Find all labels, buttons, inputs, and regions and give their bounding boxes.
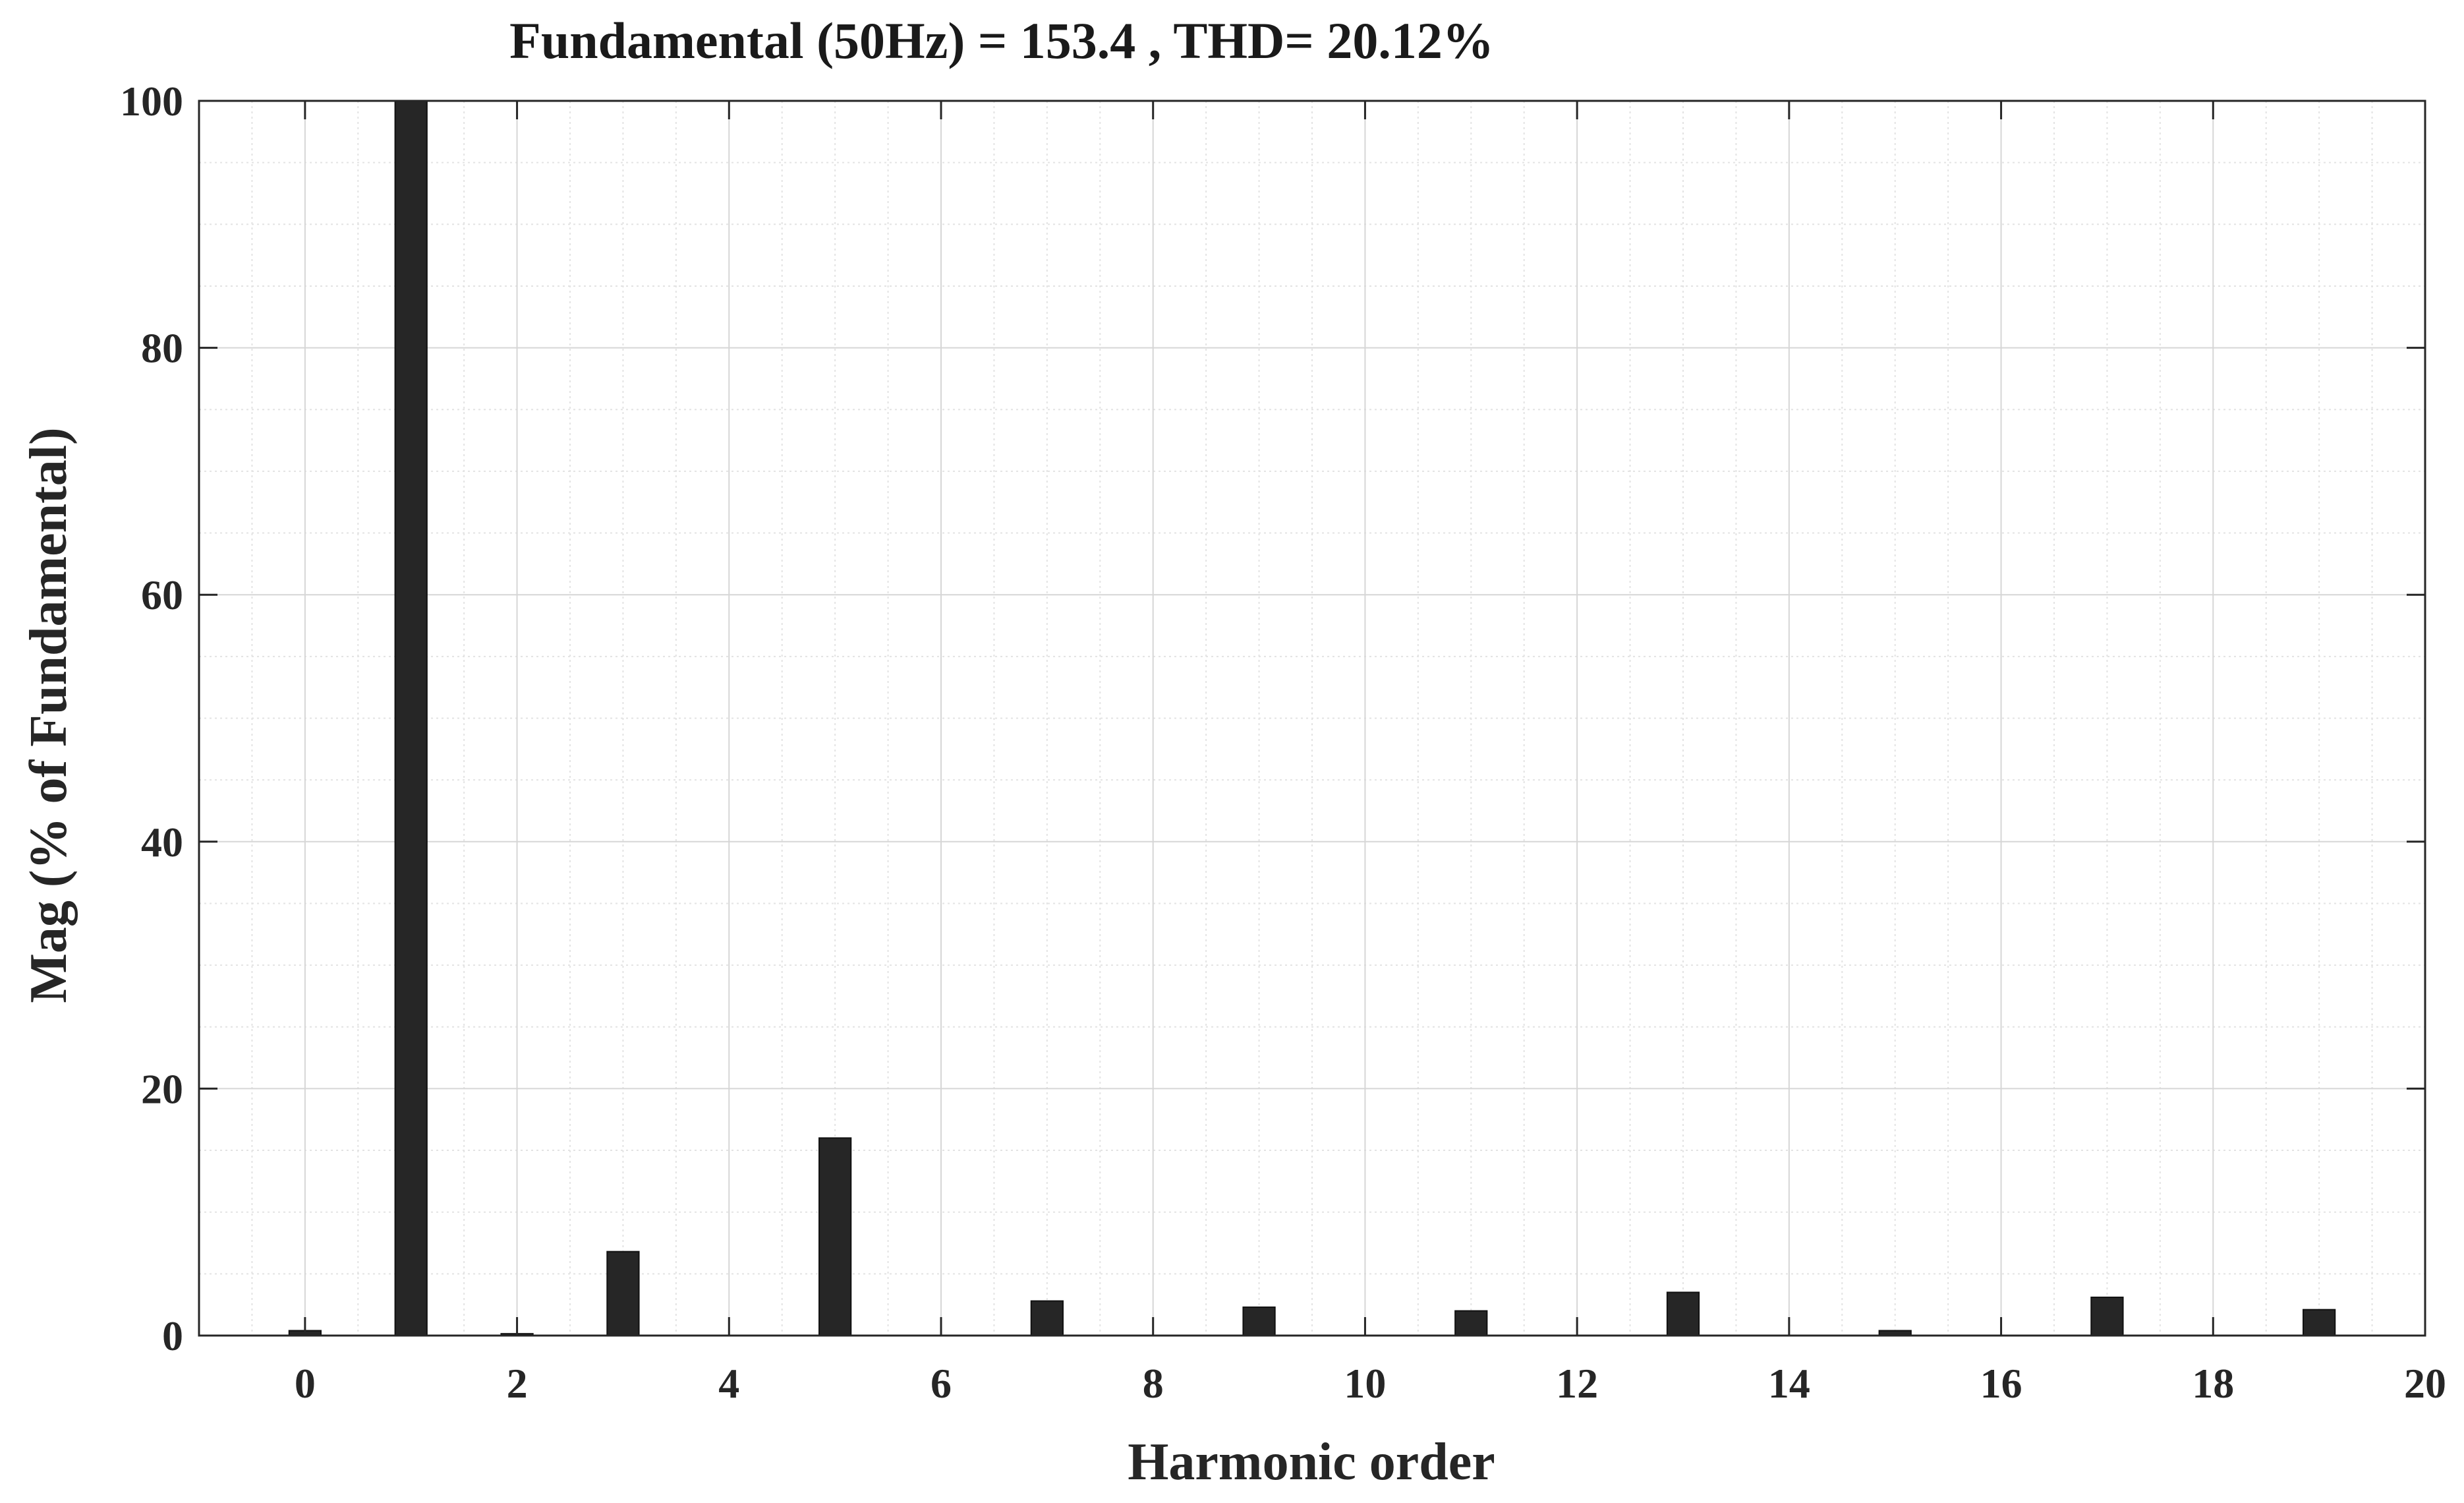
y-axis-label: Mag (% of Fundamental): [20, 427, 78, 1003]
bar-harmonic-7: [1030, 1300, 1064, 1337]
x-tick-label: 14: [1768, 1360, 1810, 1407]
x-tick-label: 18: [2192, 1360, 2234, 1407]
y-tick-label: 0: [162, 1312, 183, 1359]
y-tick-label: 100: [120, 78, 183, 125]
chart-title: Fundamental (50Hz) = 153.4 , THD= 20.12%: [509, 12, 1494, 69]
bar-harmonic-17: [2090, 1296, 2124, 1337]
y-tick-label: 20: [141, 1065, 183, 1112]
x-tick-label: 16: [1980, 1360, 2022, 1407]
x-tick-label: 0: [295, 1360, 316, 1407]
bar-harmonic-3: [606, 1251, 640, 1336]
bar-harmonic-1: [394, 100, 428, 1336]
bar-series: [288, 100, 2336, 1337]
x-axis-label: Harmonic order: [1128, 1433, 1495, 1491]
y-tick-labels: 0 20 40 60 80 100: [120, 78, 183, 1359]
bar-harmonic-13: [1666, 1291, 1700, 1336]
x-tick-label: 12: [1556, 1360, 1598, 1407]
bar-harmonic-19: [2303, 1309, 2336, 1336]
y-tick-label: 60: [141, 572, 183, 618]
bar-harmonic-11: [1454, 1310, 1488, 1337]
x-tick-label: 6: [931, 1360, 952, 1407]
x-tick-label: 2: [507, 1360, 528, 1407]
x-tick-label: 20: [2404, 1360, 2446, 1407]
bar-harmonic-9: [1242, 1306, 1276, 1337]
x-tick-label: 4: [718, 1360, 739, 1407]
y-tick-label: 40: [141, 819, 183, 866]
x-tick-label: 10: [1344, 1360, 1386, 1407]
x-tick-label: 8: [1143, 1360, 1164, 1407]
bar-harmonic-5: [818, 1137, 852, 1336]
plot-frame: [198, 100, 2426, 1337]
x-tick-labels: 0 2 4 6 8 10 12 14 16 18 20: [295, 1360, 2446, 1407]
y-tick-label: 80: [141, 325, 183, 372]
minor-grid: [198, 101, 2425, 1336]
